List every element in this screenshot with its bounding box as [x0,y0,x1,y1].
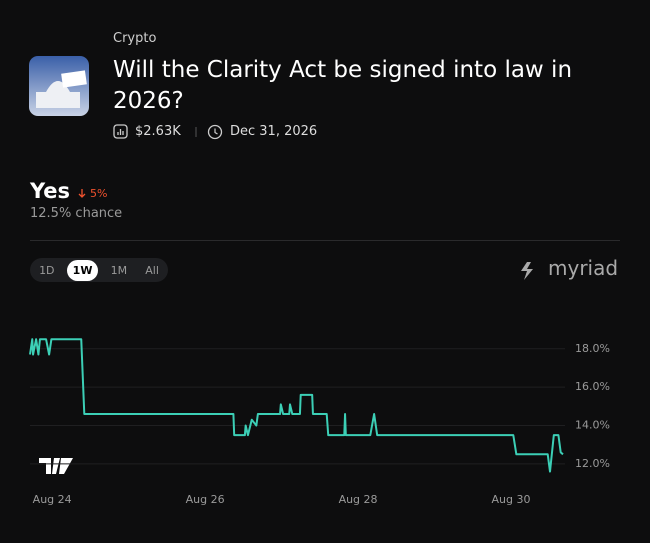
brand-logo [521,262,533,280]
category: Crypto [113,31,157,46]
range-tab[interactable]: All [145,263,159,277]
end-date: Dec 31, 2026 [230,124,318,139]
x-tick-label: Aug 28 [339,493,378,506]
capitol-shape [36,81,80,108]
clock-icon [207,124,223,140]
x-tick-label: Aug 30 [492,493,531,506]
brand-name: myriad [548,256,619,280]
x-tick-label: Aug 26 [186,493,225,506]
sign-shape [61,70,87,88]
y-tick-label: 18.0% [575,342,610,355]
y-tick-label: 14.0% [575,419,610,432]
range-tab[interactable]: 1D [39,263,55,277]
market-title: Will the Clarity Act be signed into law … [113,57,573,114]
price-line [29,338,564,473]
down-arrow [78,189,86,198]
range-tab[interactable]: 1W [66,259,99,281]
plot: 18.0% 16.0% 14.0% 12.0% Aug 24 Aug 26 Aug 28 Au… [29,338,610,506]
volume-icon-bars [117,129,124,135]
outcome-name: Yes [30,179,71,203]
outcome-change: 5% [90,187,108,200]
volume-icon [113,124,128,139]
range-tabs: 1D 1W 1M All [30,258,168,282]
y-tick-label: 16.0% [575,380,610,393]
volume: $2.63K [135,124,181,139]
clock-hands [214,128,218,135]
y-tick-label: 12.0% [575,457,610,470]
tradingview-logo [39,458,73,474]
outcome-chance: 12.5% chance [30,206,123,221]
range-tab[interactable]: 1M [110,263,128,277]
x-tick-label: Aug 24 [33,493,72,506]
